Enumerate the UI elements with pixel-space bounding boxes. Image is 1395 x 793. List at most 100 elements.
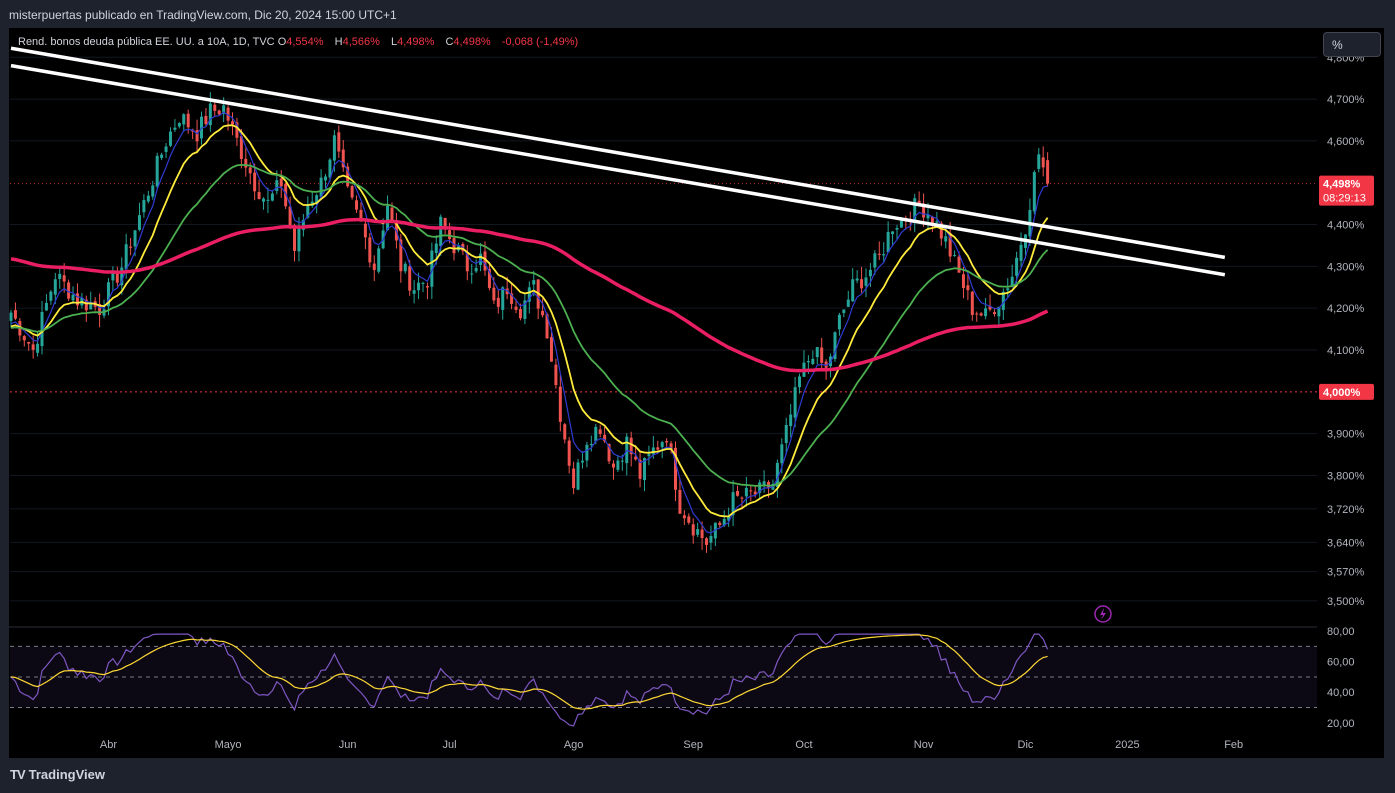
time-tick-label: Mayo [215, 739, 242, 751]
last-price-label: 4,498% [1323, 179, 1361, 191]
candle-body [213, 104, 217, 111]
candle-body [106, 282, 110, 307]
candle-body [306, 204, 310, 218]
candle-body [598, 429, 602, 434]
candle-body [541, 310, 545, 316]
candle-body [31, 344, 35, 350]
candle-body [98, 303, 102, 315]
candle-body [709, 535, 713, 543]
candle-body [798, 376, 802, 388]
candle-body [549, 337, 553, 362]
candle-body [465, 253, 469, 272]
candle-body [510, 293, 514, 304]
candle-body [173, 127, 177, 130]
candle-body [439, 216, 443, 247]
candle-body [483, 251, 487, 271]
candle-body [137, 215, 141, 230]
legend-open-label: O [277, 36, 287, 48]
candle-body [417, 282, 421, 291]
candle-body [696, 529, 700, 535]
percent-scale-button[interactable]: % [1323, 32, 1381, 57]
candle-body [625, 436, 629, 464]
candle-body [966, 285, 970, 291]
candle-body [328, 159, 332, 178]
candle-body [992, 312, 996, 315]
publisher-caption: misterpuertas publicado en TradingView.c… [9, 8, 397, 22]
candle-body [501, 287, 505, 310]
candle-body [589, 444, 593, 446]
candle-body [868, 269, 872, 277]
tradingview-logo[interactable]: TV TradingView [10, 767, 105, 782]
candle-body [899, 218, 903, 228]
candle-body [297, 227, 301, 252]
candle-body [780, 444, 784, 464]
level-line-layer [10, 183, 1317, 393]
candle-body [665, 441, 669, 443]
rsi-band-fill [10, 646, 1317, 708]
candle-body [155, 155, 159, 187]
candle-body [620, 460, 624, 462]
chart-canvas[interactable]: 4,800%4,700%4,600%4,400%4,300%4,200%4,10… [9, 28, 1384, 758]
legend-close-label: C [445, 36, 454, 48]
candle-body [851, 279, 855, 302]
rsi-line [10, 633, 1049, 727]
candle-body [642, 458, 646, 481]
candle-body [222, 105, 226, 114]
candle-body [736, 490, 740, 496]
chart-frame[interactable]: 4,800% 4,700% 4,600% 4,400% 4,300% 4,200% 4,10… [9, 28, 1384, 758]
candle-body [337, 132, 341, 152]
candle-body [452, 238, 456, 254]
time-tick-label: Nov [914, 739, 934, 751]
candle-body [67, 282, 71, 299]
candle-body [877, 253, 881, 255]
time-tick-label: 2025 [1115, 739, 1139, 751]
lightning-icon-group [1094, 605, 1112, 623]
candle-body [957, 256, 961, 273]
legend-high-label: H [334, 36, 343, 48]
candle-body [151, 185, 155, 197]
candle-body [359, 209, 363, 222]
candle-body [44, 302, 48, 311]
legend-low-label: L [390, 36, 398, 48]
rsi-pane [10, 633, 1317, 727]
candle-body [22, 336, 26, 341]
legend-low-value: 4,498% [397, 36, 435, 48]
candle-body [855, 278, 859, 281]
price-tick-label: 3,800% [1327, 470, 1365, 482]
candle-body [412, 290, 416, 294]
candle-body [275, 180, 279, 191]
candle-body [824, 361, 828, 368]
candle-body [576, 462, 580, 490]
candle-body [523, 300, 527, 320]
candle-body [36, 343, 40, 353]
candle-body [837, 314, 841, 330]
candle-body [266, 199, 270, 201]
top-bar: misterpuertas publicado en TradingView.c… [0, 0, 1395, 28]
rsi-tick-label: 40,00 [1327, 687, 1355, 699]
candle-body [864, 277, 868, 286]
candle-body [89, 303, 93, 310]
candle-body [607, 443, 611, 462]
candle-body [740, 497, 744, 499]
candle-body [248, 167, 252, 174]
candle-body [368, 237, 372, 263]
candle-body [58, 273, 62, 280]
rsi-tick-label: 20,00 [1327, 718, 1355, 730]
candle-body [722, 518, 726, 526]
candle-body [514, 306, 518, 310]
time-tick-label: Oct [795, 739, 812, 751]
candle-body [124, 244, 128, 270]
candle-body [160, 154, 164, 158]
candle-body [40, 311, 44, 347]
candle-body [656, 447, 660, 450]
candle-body [891, 231, 895, 235]
countdown-label: 08:29:13 [1323, 193, 1366, 205]
candle-body [611, 463, 615, 468]
lightning-icon[interactable] [1094, 605, 1112, 623]
candle-body [886, 231, 890, 253]
trendline-2 [10, 63, 1226, 277]
ma-fast-line [10, 111, 1048, 534]
candle-body [815, 347, 819, 358]
candle-body [984, 308, 988, 317]
candle-body [953, 255, 957, 257]
